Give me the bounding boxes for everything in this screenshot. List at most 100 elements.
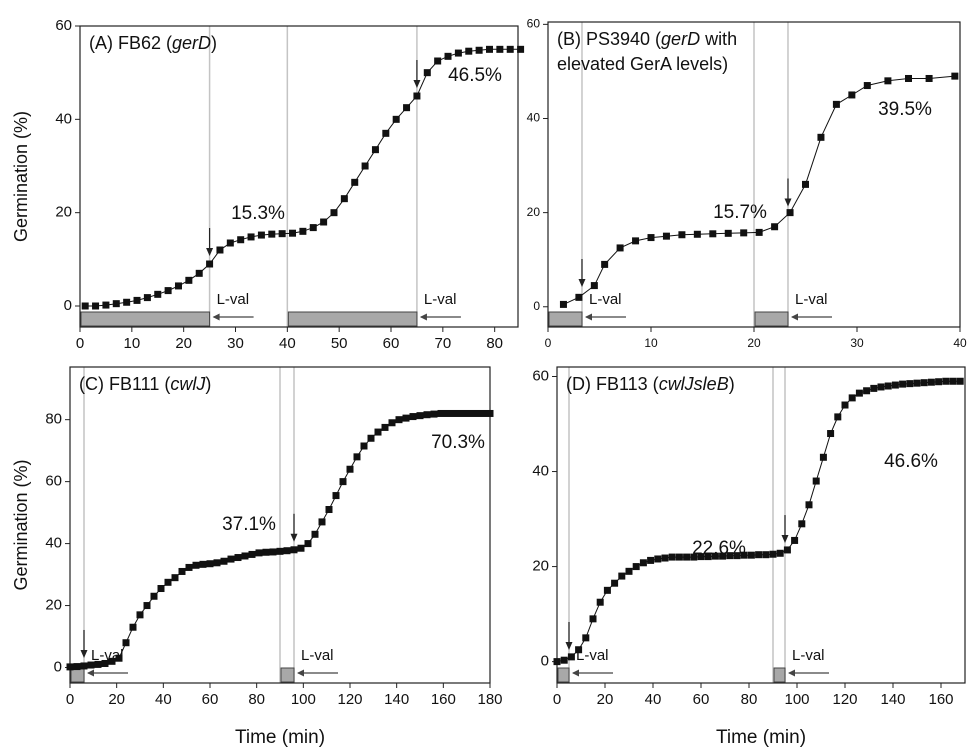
- event-arrow-head: [784, 198, 792, 207]
- data-point: [647, 556, 655, 564]
- data-point: [654, 555, 662, 563]
- panel-title-part: ): [211, 33, 217, 53]
- data-point: [704, 553, 712, 561]
- event-arrow-head: [781, 535, 789, 544]
- data-point: [906, 380, 914, 388]
- x-tick-label: 40: [155, 691, 172, 708]
- data-point: [195, 269, 203, 277]
- panel-title-part: (D) FB113 (: [566, 374, 659, 394]
- injection-bar: [557, 667, 570, 683]
- data-point: [675, 553, 683, 561]
- x-tick-label: 60: [202, 691, 219, 708]
- data-point: [269, 548, 277, 556]
- data-point: [122, 639, 130, 647]
- annotation: 46.6%: [884, 451, 938, 472]
- data-point: [726, 552, 734, 560]
- x-tick-label: 100: [291, 691, 316, 708]
- data-point: [575, 293, 583, 301]
- x-tick-label: 0: [66, 691, 74, 708]
- data-point: [553, 658, 561, 666]
- data-point: [423, 69, 431, 77]
- x-tick-label: 0: [76, 335, 84, 352]
- x-tick-label: 160: [431, 691, 456, 708]
- y-tick-label: 0: [54, 658, 62, 675]
- data-point: [430, 410, 438, 418]
- annotation: 46.5%: [448, 65, 502, 86]
- data-point: [340, 195, 348, 203]
- injection-label: L-val: [576, 647, 609, 664]
- data-point: [248, 550, 256, 558]
- x-tick-label: 40: [645, 691, 662, 708]
- data-point: [241, 552, 249, 560]
- data-point: [309, 224, 317, 232]
- data-point: [668, 553, 676, 561]
- data-point: [353, 453, 361, 461]
- y-axis-label: Germination (%): [11, 111, 31, 242]
- injection-arrow-head: [212, 313, 220, 321]
- data-point: [262, 548, 270, 556]
- event-arrow-head: [290, 533, 298, 542]
- data-point: [951, 72, 959, 80]
- y-tick-label: 40: [45, 535, 62, 552]
- x-tick-label: 120: [337, 691, 362, 708]
- data-point: [942, 377, 950, 385]
- data-point: [812, 477, 820, 485]
- data-point: [582, 634, 590, 642]
- data-point: [475, 46, 483, 54]
- data-point: [802, 180, 809, 188]
- data-point: [409, 413, 417, 421]
- data-point: [841, 401, 849, 409]
- panel-title: (C) FB111 (cwlJ): [79, 374, 211, 394]
- data-point: [367, 434, 375, 442]
- data-point: [80, 662, 88, 670]
- x-tick-label: 140: [880, 691, 905, 708]
- data-point: [311, 530, 319, 538]
- data-point: [101, 659, 109, 667]
- panel-title-part: ): [205, 374, 211, 394]
- data-point: [257, 231, 265, 239]
- data-point: [395, 416, 403, 424]
- x-tick-label: 40: [953, 336, 967, 350]
- injection-bar: [287, 311, 418, 327]
- data-point: [693, 230, 701, 238]
- data-point: [817, 133, 825, 141]
- data-point: [596, 598, 604, 606]
- injection-bar: [280, 667, 295, 683]
- plot-frame: [79, 25, 519, 328]
- injection-label: L-val: [792, 647, 825, 664]
- data-point: [108, 657, 116, 665]
- annotation: 39.5%: [878, 99, 932, 120]
- data-point: [92, 302, 100, 310]
- data-point: [318, 518, 326, 526]
- injection-arrow-head: [419, 313, 427, 321]
- data-point: [206, 560, 214, 568]
- data-point: [178, 567, 186, 575]
- y-tick-label: 40: [527, 111, 541, 125]
- data-point: [185, 276, 193, 284]
- data-point: [834, 413, 842, 421]
- data-point: [304, 540, 312, 548]
- data-point: [226, 239, 234, 247]
- data-point: [711, 552, 719, 560]
- data-point: [632, 563, 640, 571]
- data-point: [517, 45, 525, 53]
- x-tick-label: 30: [227, 335, 244, 352]
- data-point: [935, 378, 943, 386]
- data-point: [848, 91, 856, 99]
- data-point: [388, 419, 396, 427]
- x-tick-label: 20: [747, 336, 761, 350]
- x-tick-label: 140: [384, 691, 409, 708]
- data-point: [143, 294, 151, 302]
- data-point: [299, 227, 307, 235]
- data-point: [920, 379, 928, 387]
- data-point: [485, 45, 493, 53]
- data-point: [465, 409, 473, 417]
- data-point: [278, 230, 286, 238]
- data-point: [877, 383, 885, 391]
- data-point: [136, 611, 144, 619]
- injection-label: L-val: [589, 291, 622, 308]
- injection-arrow-head: [87, 669, 94, 677]
- plot-frame: [556, 366, 966, 684]
- y-tick-label: 20: [532, 558, 549, 575]
